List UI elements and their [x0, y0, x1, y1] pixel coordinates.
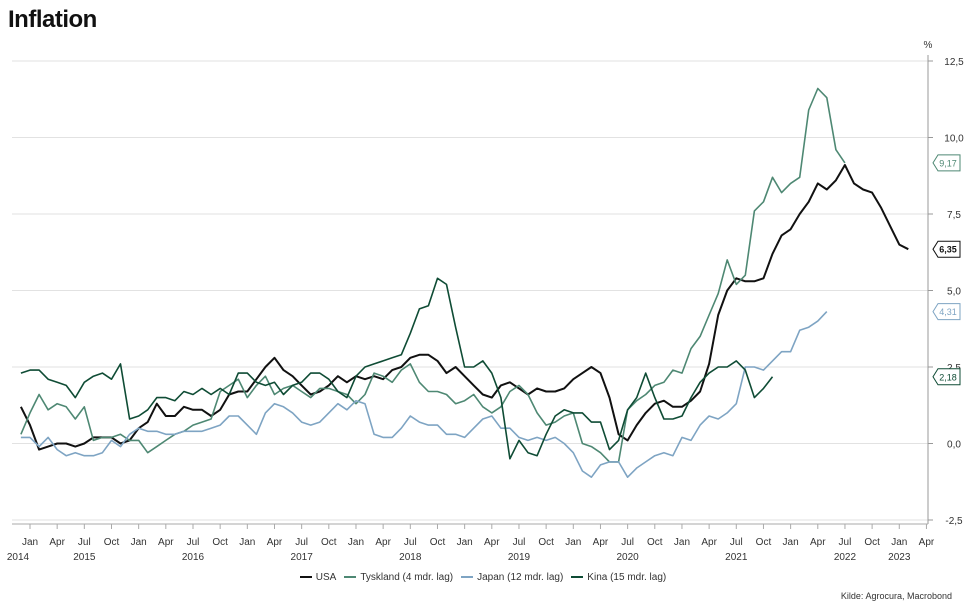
- legend-swatch: [344, 576, 357, 578]
- end-label-value: 2,18: [939, 372, 957, 382]
- x-tick-month-label: Apr: [375, 537, 391, 548]
- end-label-tyskland: 9,17: [932, 154, 961, 172]
- x-tick-year-label: 2015: [73, 552, 96, 563]
- x-tick-month-label: Jan: [22, 537, 38, 548]
- legend-swatch: [461, 576, 474, 578]
- x-tick-month-label: Oct: [430, 537, 446, 548]
- x-tick-year-label: 2018: [399, 552, 422, 563]
- series-line-japan: [20, 311, 828, 479]
- legend-label: Japan (12 mdr. lag): [477, 571, 564, 583]
- x-tick-month-label: Apr: [267, 537, 283, 548]
- y-tick-label: 0,0: [947, 440, 961, 451]
- x-tick-month-label: Apr: [810, 537, 826, 548]
- x-tick-month-label: Oct: [104, 537, 120, 548]
- end-label-value: 9,17: [939, 158, 957, 168]
- x-tick-year-label: 2017: [291, 552, 314, 563]
- x-tick-month-label: Jan: [674, 537, 690, 548]
- x-tick-month-label: Jul: [621, 537, 634, 548]
- x-tick-month-label: Jan: [131, 537, 147, 548]
- x-tick-year-label: 2020: [617, 552, 640, 563]
- x-tick-month-label: Jan: [783, 537, 799, 548]
- x-tick-month-label: Oct: [756, 537, 772, 548]
- x-axis: Jan 2014 Apr Jul 2015 Oct Jan Apr Jul 2016 Oct Jan A…: [7, 523, 935, 563]
- x-tick-month-label: Jan: [457, 537, 473, 548]
- legend-item: Tyskland (4 mdr. lag): [344, 572, 453, 583]
- x-tick-month-label: Jul: [404, 537, 417, 548]
- end-label-box: [932, 240, 961, 258]
- end-label-japan: 4,31: [932, 303, 961, 321]
- x-tick-month-label: Oct: [321, 537, 337, 548]
- legend-swatch: [571, 576, 584, 578]
- legend-label: USA: [315, 571, 337, 583]
- x-tick-month-label: Jan: [348, 537, 364, 548]
- x-tick-month-label: Apr: [701, 537, 717, 548]
- legend-label: Tyskland (4 mdr. lag): [360, 571, 454, 583]
- y-axis-unit: %: [924, 40, 933, 51]
- x-tick-month-label: Apr: [49, 537, 65, 548]
- y-tick-label: 5,0: [947, 287, 961, 298]
- end-label-box: [932, 368, 961, 386]
- x-tick-month-label: Jan: [565, 537, 581, 548]
- legend-label: Kina (15 mdr. lag): [587, 571, 667, 583]
- x-tick-month-label: Jul: [839, 537, 852, 548]
- y-tick-label: 12,5: [944, 57, 964, 68]
- x-tick-year-label: 2019: [508, 552, 531, 563]
- x-tick-month-label: Oct: [864, 537, 880, 548]
- x-tick-month-label: Apr: [158, 537, 174, 548]
- x-tick-month-label: Jul: [730, 537, 743, 548]
- x-tick-month-label: Jul: [78, 537, 91, 548]
- x-tick-year-label: 2014: [7, 552, 30, 563]
- end-label-usa: 6,35: [932, 240, 961, 258]
- chart-title: Inflation: [8, 6, 97, 33]
- x-tick-year-label: 2021: [725, 552, 748, 563]
- x-tick-year-label: 2022: [834, 552, 857, 563]
- x-tick-year-label: 2016: [182, 552, 205, 563]
- legend: USA Tyskland (4 mdr. lag) Japan (12 mdr. l…: [0, 570, 966, 583]
- legend-item: Kina (15 mdr. lag): [571, 572, 666, 583]
- y-tick-label: -2,5: [945, 516, 963, 527]
- legend-item: Japan (12 mdr. lag): [461, 572, 563, 583]
- end-label-box: [932, 154, 961, 172]
- x-tick-month-label: Oct: [647, 537, 663, 548]
- x-tick-month-label: Oct: [538, 537, 554, 548]
- y-axis: -2,50,02,55,07,510,012,5: [927, 55, 964, 527]
- end-labels: 6,35 9,17 4,31 2,18: [932, 154, 961, 386]
- series-line-usa: [20, 164, 909, 451]
- x-tick-month-label: Jul: [295, 537, 308, 548]
- series-line-kina: [20, 277, 774, 460]
- x-tick-month-label: Apr: [593, 537, 609, 548]
- end-label-box: [932, 303, 961, 321]
- end-label-value: 4,31: [939, 307, 957, 317]
- x-tick-month-label: Jan: [239, 537, 255, 548]
- end-label-value: 6,35: [939, 245, 957, 255]
- legend-swatch: [299, 576, 312, 578]
- x-tick-month-label: Jul: [513, 537, 526, 548]
- y-tick-label: 7,5: [947, 210, 961, 221]
- x-tick-month-label: Oct: [212, 537, 228, 548]
- x-tick-year-label: 2023: [888, 552, 911, 563]
- x-tick-month-label: Jan: [891, 537, 907, 548]
- y-tick-label: 10,0: [944, 134, 964, 145]
- end-label-kina: 2,18: [932, 368, 961, 386]
- x-tick-month-label: Jul: [187, 537, 200, 548]
- legend-item: USA: [299, 571, 337, 583]
- x-tick-month-label: Apr: [484, 537, 500, 548]
- series-lines: [20, 87, 909, 479]
- x-tick-month-label: Apr: [919, 537, 935, 548]
- series-line-tyskland: [20, 87, 846, 463]
- source-note: Kilde: Agrocura, Macrobond: [840, 591, 952, 601]
